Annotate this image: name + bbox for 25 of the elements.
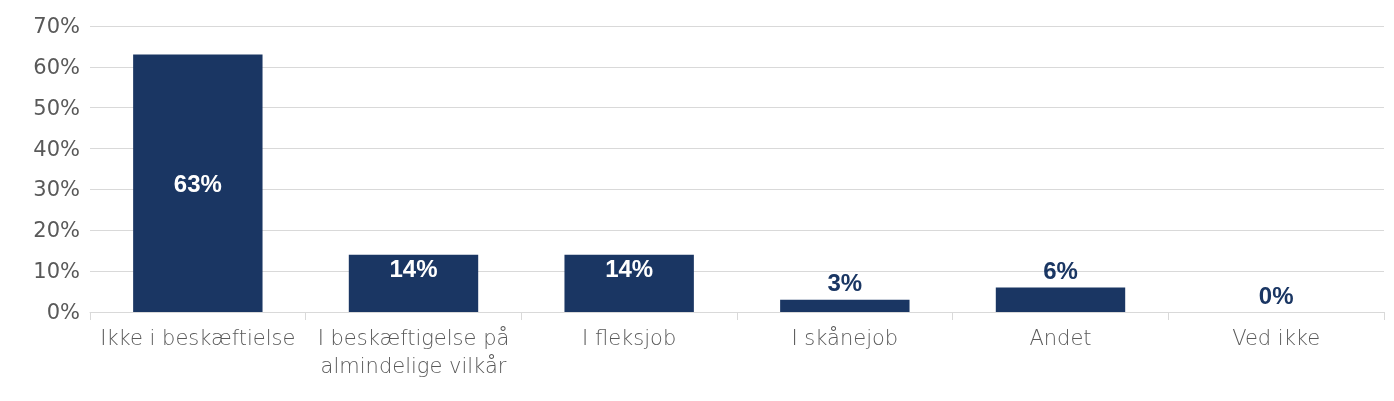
x-tick-label: I skånejob bbox=[791, 326, 899, 350]
y-tick-label: 20% bbox=[33, 218, 80, 243]
data-label: 63% bbox=[173, 169, 222, 197]
data-label: 14% bbox=[605, 255, 654, 283]
data-label: 14% bbox=[389, 255, 438, 283]
bar bbox=[564, 254, 694, 312]
x-tick-label: I fleksjob bbox=[582, 326, 677, 350]
bar bbox=[780, 299, 910, 312]
y-tick-label: 70% bbox=[33, 14, 80, 38]
data-label: 6% bbox=[1043, 256, 1078, 284]
y-tick-label: 60% bbox=[33, 54, 80, 79]
y-tick-label: 30% bbox=[33, 177, 80, 202]
y-tick-label: 40% bbox=[33, 136, 80, 161]
data-label: 3% bbox=[827, 269, 863, 297]
y-tick-label: 10% bbox=[33, 259, 80, 284]
x-tick-label: Ikke i beskæftielse bbox=[100, 326, 296, 350]
y-tick-label: 0% bbox=[46, 300, 80, 324]
bar bbox=[348, 254, 479, 312]
y-tick-label: 50% bbox=[33, 95, 80, 120]
bar bbox=[995, 287, 1126, 312]
bar bbox=[133, 54, 263, 312]
data-label: 0% bbox=[1258, 281, 1294, 309]
x-tick-label: Ved ikke bbox=[1232, 326, 1321, 350]
x-tick-label: Andet bbox=[1029, 326, 1092, 350]
x-tick-label: I beskæftigelse på almindelige vilkår bbox=[317, 326, 510, 378]
